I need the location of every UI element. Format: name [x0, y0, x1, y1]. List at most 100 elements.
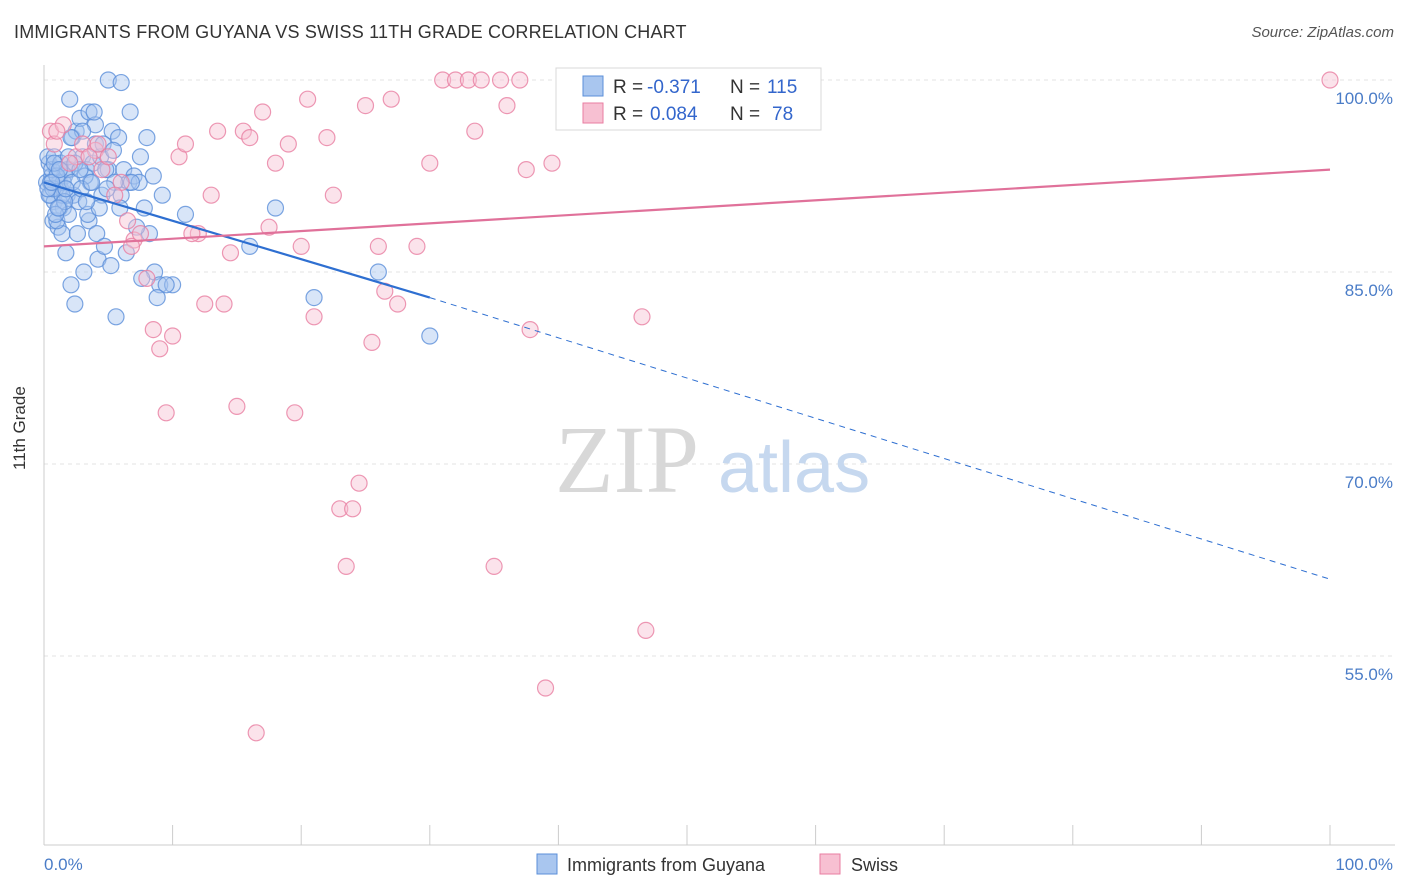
point-swiss-46 [421, 154, 439, 172]
point-guyana-113 [50, 161, 69, 179]
point-guyana-26 [80, 212, 98, 230]
grid-lines [44, 79, 1395, 657]
point-swiss-12 [151, 340, 169, 358]
point-swiss-55 [511, 71, 529, 89]
point-swiss-52 [485, 557, 503, 576]
legend-n-value-2: 78 [772, 104, 793, 125]
legend-r-value-2: 0.084 [650, 104, 698, 125]
point-swiss-32 [305, 308, 323, 326]
y-tick-label-3: 100.0% [1335, 89, 1393, 108]
point-swiss-1 [54, 116, 72, 134]
point-swiss-74 [196, 295, 214, 313]
point-swiss-49 [459, 71, 477, 89]
point-swiss-25 [254, 103, 272, 121]
point-guyana-65 [88, 225, 106, 243]
x-tick-labels: 0.0% 100.0% [44, 855, 1393, 874]
point-swiss-58 [536, 679, 555, 697]
x-tick-label-0: 0.0% [44, 855, 83, 874]
point-swiss-37 [344, 500, 362, 518]
watermark-zip: ZIP [555, 406, 699, 513]
point-swiss-36 [337, 557, 355, 576]
point-guyana-109 [49, 199, 67, 217]
point-guyana-106 [131, 148, 150, 166]
x-tick-label-1: 100.0% [1335, 855, 1393, 874]
point-swiss-14 [164, 327, 182, 345]
point-swiss-11 [144, 321, 162, 339]
point-guyana-107 [55, 193, 74, 211]
point-guyana-56 [138, 129, 156, 147]
point-guyana-53 [99, 71, 117, 89]
point-swiss-51 [472, 71, 490, 89]
point-swiss-54 [498, 96, 516, 115]
point-guyana-24 [66, 295, 84, 313]
point-guyana-50 [61, 90, 79, 108]
point-swiss-50 [466, 122, 484, 140]
point-guyana-49 [112, 186, 130, 204]
point-guyana-22 [57, 244, 75, 262]
point-guyana-62 [59, 205, 78, 223]
bottom-legend-label-guyana: Immigrants from Guyana [567, 855, 766, 875]
legend-n-value-1: 115 [767, 77, 797, 98]
point-guyana-66 [95, 237, 114, 255]
legend-r-value-1: -0.371 [647, 77, 701, 98]
point-guyana-82 [266, 199, 285, 217]
point-swiss-75 [247, 724, 265, 742]
point-swiss-69 [80, 148, 98, 166]
legend-swatch-guyana [582, 75, 604, 97]
trend-line-guyana [43, 181, 431, 299]
point-guyana-84 [369, 263, 387, 281]
point-guyana-25 [75, 263, 93, 281]
point-swiss-33 [318, 129, 336, 147]
point-guyana-78 [82, 173, 101, 191]
watermark: ZIP atlas [555, 406, 870, 513]
point-swiss-66 [1321, 71, 1339, 89]
point-swiss-39 [356, 96, 375, 115]
point-guyana-55 [121, 103, 139, 121]
y-tick-label-1: 70.0% [1345, 473, 1393, 492]
point-swiss-59 [543, 154, 561, 172]
point-swiss-21 [221, 244, 240, 262]
point-guyana-85 [421, 327, 439, 345]
point-guyana-68 [107, 308, 125, 326]
point-swiss-53 [491, 71, 510, 89]
point-guyana-102 [77, 193, 96, 211]
source-label: Source: ZipAtlas.com [1251, 24, 1394, 41]
bottom-legend-swatch-guyana [536, 853, 558, 875]
point-guyana-86 [157, 276, 175, 294]
point-guyana-67 [102, 257, 120, 275]
point-swiss-28 [279, 135, 297, 153]
point-guyana-72 [45, 148, 63, 166]
point-swiss-64 [637, 621, 655, 640]
point-guyana-54 [112, 73, 130, 92]
trend-line-swiss [43, 168, 1331, 248]
trend-lines [43, 168, 1331, 580]
legend-n-label-2: N = [730, 104, 760, 125]
point-swiss-40 [363, 333, 381, 351]
point-guyana-47 [97, 161, 115, 179]
point-swiss-29 [286, 404, 304, 422]
bottom-legend-label-swiss: Swiss [851, 855, 898, 875]
point-swiss-56 [517, 161, 535, 179]
point-guyana-97 [85, 103, 103, 121]
point-swiss-63 [633, 308, 651, 326]
point-guyana-80 [176, 205, 195, 223]
point-swiss-27 [266, 154, 285, 172]
point-swiss-24 [241, 129, 259, 147]
point-swiss-22 [228, 397, 246, 415]
point-swiss-6 [99, 148, 117, 166]
point-swiss-13 [157, 404, 175, 422]
point-swiss-35 [331, 500, 349, 518]
point-swiss-30 [292, 237, 310, 255]
point-guyana-31 [109, 129, 128, 147]
point-swiss-19 [209, 122, 227, 140]
y-tick-labels: 55.0% 70.0% 85.0% 100.0% [1335, 89, 1393, 684]
trend-line-guyana-extension [429, 297, 1331, 580]
point-guyana-88 [133, 269, 151, 287]
point-guyana-101 [71, 161, 89, 179]
legend-r-label-2: R = [613, 104, 643, 125]
point-guyana-30 [103, 122, 121, 140]
point-swiss-26 [260, 218, 278, 236]
point-swiss-16 [176, 135, 195, 153]
point-swiss-57 [521, 321, 539, 339]
